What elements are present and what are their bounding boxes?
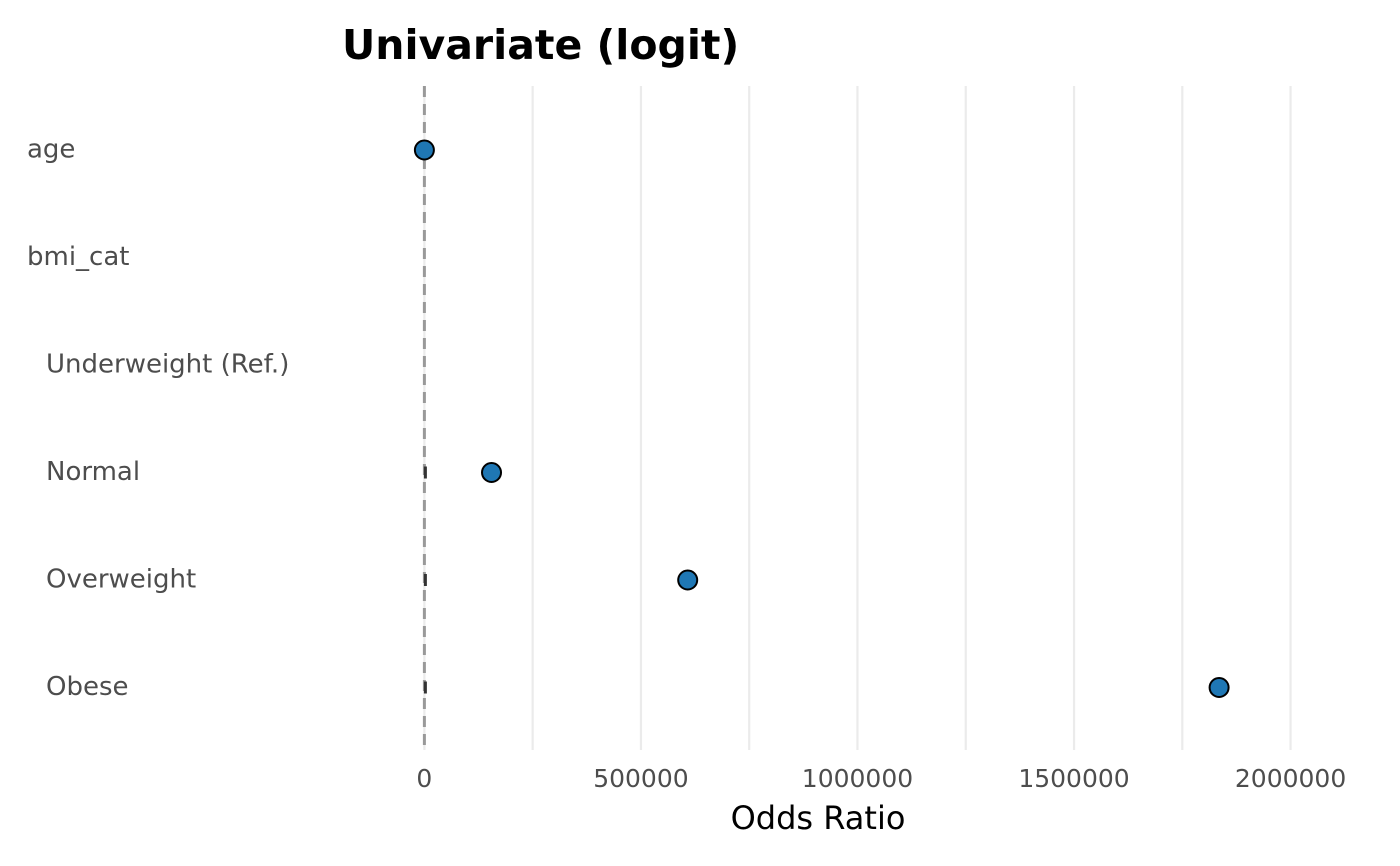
row-label-2: Underweight (Ref.) [46,350,289,380]
x-tick-label-0: 0 [416,764,432,793]
x-tick-label-2: 1000000 [802,764,913,793]
data-point-4 [677,569,699,591]
row-label-0: age [27,135,75,165]
x-tick-label-1: 500000 [593,764,688,793]
row-label-1: bmi_cat [27,242,129,272]
row-label-4: Overweight [46,565,196,595]
data-points [413,139,1230,698]
x-axis-title: Odds Ratio [731,799,906,837]
x-axis-tick-labels: 0 500000 1000000 1500000 2000000 [416,764,1346,793]
gridlines [423,86,1292,750]
row-labels: age bmi_cat Underweight (Ref.) Normal Overwe… [27,135,289,703]
x-tick-label-4: 2000000 [1235,764,1346,793]
x-tick-label-3: 1500000 [1018,764,1129,793]
data-point-0 [413,139,435,161]
chart-title: Univariate (logit) [342,21,739,69]
data-point-5 [1208,677,1230,698]
row-label-3: Normal [46,457,140,487]
row-label-5: Obese [46,672,129,702]
data-point-3 [481,462,503,483]
